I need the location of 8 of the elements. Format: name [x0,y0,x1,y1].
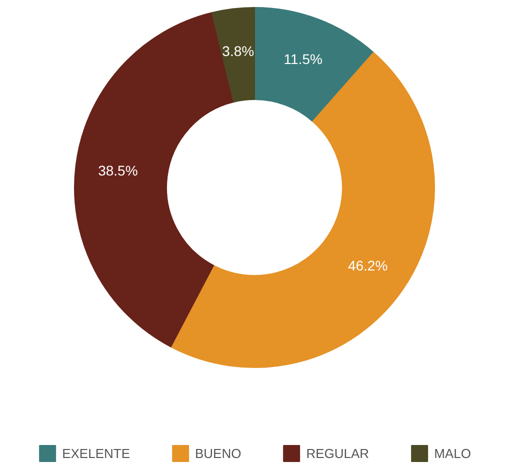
legend-label: REGULAR [306,446,370,460]
data-label: 3.8% [222,42,254,59]
data-label: 46.2% [348,258,388,274]
data-label: 11.5% [284,50,322,67]
data-label: 38.5% [98,162,138,179]
legend-label: MALO [434,446,471,460]
legend-label: EXELENTE [62,446,130,460]
legend-label: BUENO [194,446,242,460]
